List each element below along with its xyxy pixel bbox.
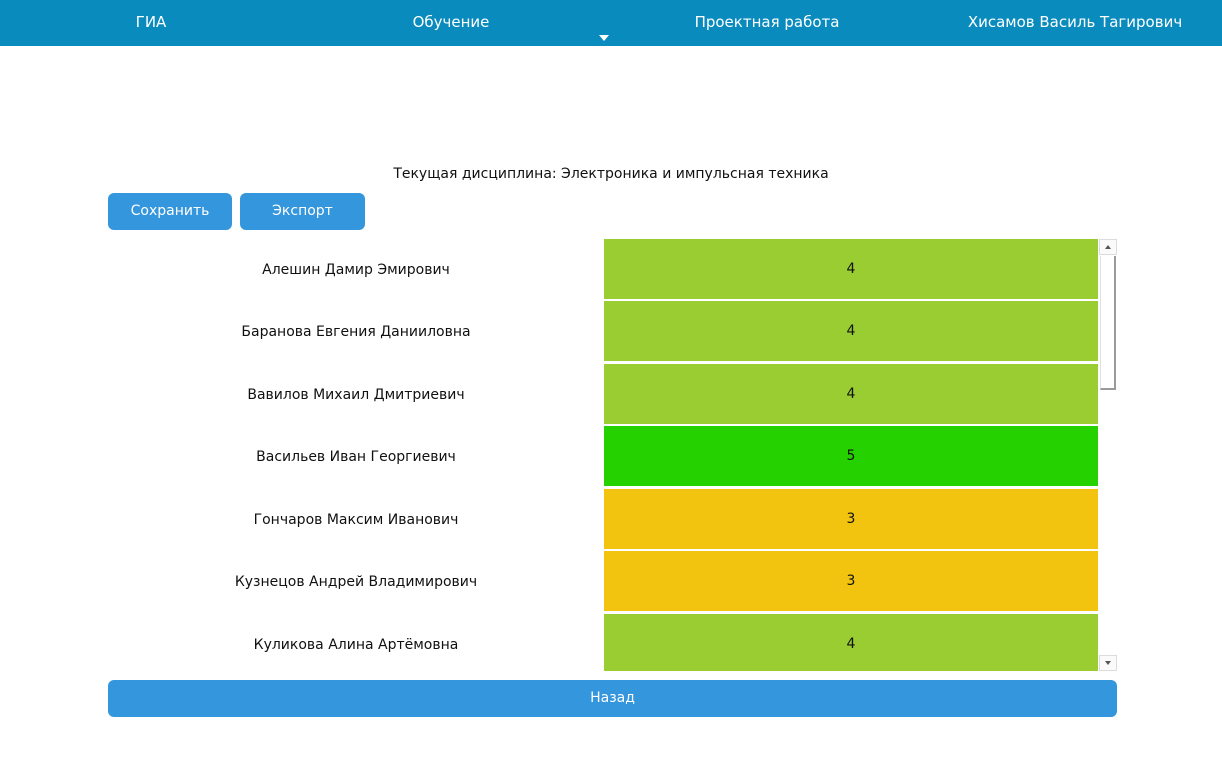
list-item: Алешин Дамир Эмирович 4	[108, 239, 1098, 301]
list-item: Вавилов Михаил Дмитриевич 4	[108, 364, 1098, 426]
top-navigation: ГИА Обучение Проектная работа Хисамов Ва…	[0, 0, 1222, 46]
student-name: Вавилов Михаил Дмитриевич	[247, 387, 465, 403]
list-item: Куликова Алина Артёмовна 4	[108, 614, 1098, 671]
student-name: Гончаров Максим Иванович	[253, 512, 459, 528]
student-name: Васильев Иван Георгиевич	[256, 449, 456, 465]
back-button[interactable]: Назад	[108, 680, 1117, 717]
student-name: Баранова Евгения Данииловна	[241, 324, 471, 340]
arrow-down-icon	[1105, 661, 1111, 665]
student-name: Кузнецов Андрей Владимирович	[234, 574, 478, 590]
save-button[interactable]: Сохранить	[108, 193, 232, 230]
chevron-down-icon[interactable]	[599, 35, 609, 41]
grade-cell[interactable]: 3	[604, 551, 1098, 612]
scroll-up-button[interactable]	[1099, 239, 1117, 255]
scroll-thumb[interactable]	[1100, 256, 1116, 390]
student-name: Алешин Дамир Эмирович	[262, 262, 450, 278]
grade-cell[interactable]: 3	[604, 489, 1098, 550]
export-button[interactable]: Экспорт	[240, 193, 365, 230]
grade-cell[interactable]: 4	[604, 301, 1098, 362]
grade-cell[interactable]: 4	[604, 364, 1098, 425]
current-discipline: Текущая дисциплина: Электроника и импуль…	[393, 166, 829, 182]
user-name[interactable]: Хисамов Василь Тагирович	[967, 13, 1183, 31]
grade-cell[interactable]: 4	[604, 239, 1098, 300]
student-name: Куликова Алина Артёмовна	[253, 637, 459, 653]
grade-cell[interactable]: 4	[604, 614, 1098, 671]
list-item: Гончаров Максим Иванович 3	[108, 489, 1098, 551]
nav-item-project-work[interactable]: Проектная работа	[694, 13, 840, 31]
grades-list: Алешин Дамир Эмирович 4 Баранова Евгения…	[108, 239, 1098, 671]
scroll-down-button[interactable]	[1099, 655, 1117, 671]
nav-item-learning[interactable]: Обучение	[412, 13, 490, 31]
grade-cell[interactable]: 5	[604, 426, 1098, 487]
nav-item-gia[interactable]: ГИА	[135, 13, 167, 31]
list-item: Баранова Евгения Данииловна 4	[108, 301, 1098, 363]
list-item: Кузнецов Андрей Владимирович 3	[108, 551, 1098, 613]
scrollbar[interactable]	[1099, 239, 1117, 671]
list-item: Васильев Иван Георгиевич 5	[108, 426, 1098, 488]
arrow-up-icon	[1105, 245, 1111, 249]
